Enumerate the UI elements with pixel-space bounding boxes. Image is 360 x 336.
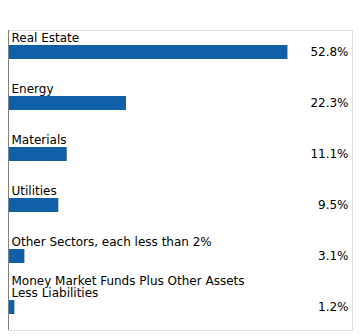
svg-text:Money Market Funds Plus Other: Money Market Funds Plus Other AssetsLess…	[12, 274, 245, 300]
svg-text:11.1%: 11.1%	[310, 147, 348, 161]
svg-text:9.5%: 9.5%	[318, 198, 349, 212]
svg-text:Materials: Materials	[12, 133, 67, 147]
svg-text:1.2%: 1.2%	[318, 300, 349, 314]
svg-text:3.1%: 3.1%	[318, 249, 349, 263]
svg-text:22.3%: 22.3%	[310, 96, 348, 110]
svg-text:Real Estate: Real Estate	[12, 31, 80, 45]
svg-text:Energy: Energy	[12, 82, 54, 96]
svg-text:Other Sectors, each less than: Other Sectors, each less than 2%	[12, 235, 212, 249]
svg-text:Utilities: Utilities	[12, 184, 57, 198]
svg-text:52.8%: 52.8%	[310, 45, 348, 59]
